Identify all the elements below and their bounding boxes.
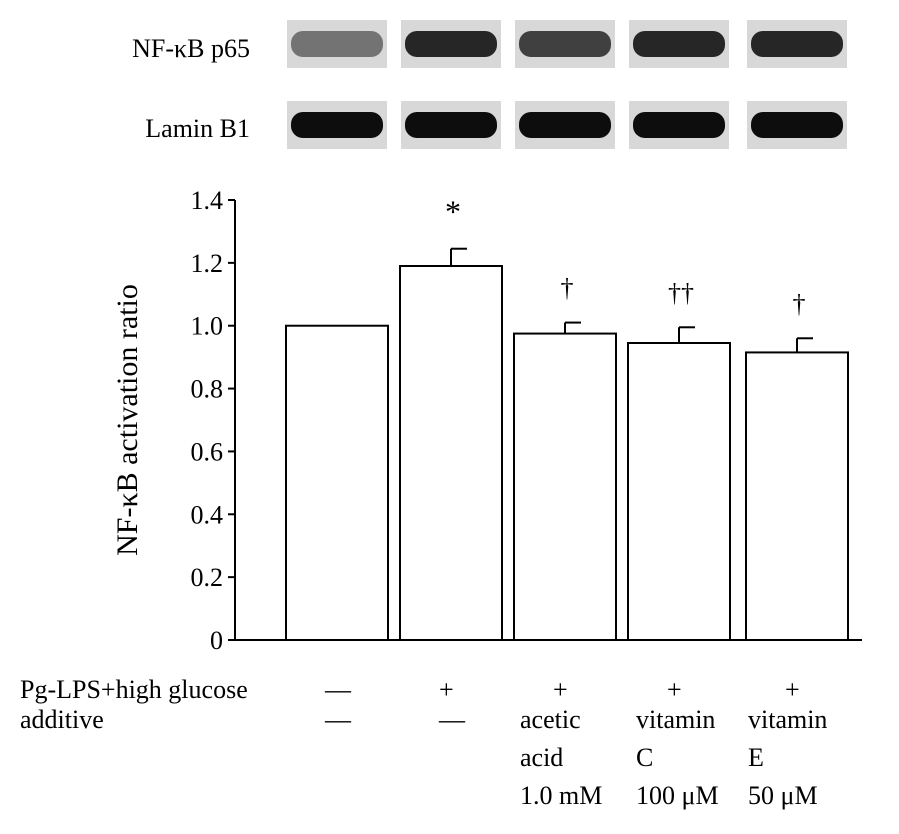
y-tick-label: 1.0: [191, 312, 224, 341]
significance-mark: ††: [668, 278, 694, 307]
bar: [745, 351, 849, 641]
condition-pg-lps: —: [325, 675, 351, 704]
condition-additive: 1.0 mM: [520, 781, 603, 810]
significance-mark: †: [793, 289, 806, 318]
condition-additive: C: [636, 743, 654, 772]
condition-pg-lps: +: [439, 675, 454, 704]
western-blot-panel: NF-κB p65 Lamin B1: [132, 20, 847, 149]
bar: [627, 342, 731, 641]
condition-additive: 50 μM: [748, 781, 818, 810]
row-label-additive: additive: [20, 705, 104, 734]
blot-band: [515, 101, 615, 149]
condition-additive: —: [439, 705, 465, 734]
y-ticks: 0 0.2 0.4 0.6 0.8 1.0 1.2 1.4: [191, 186, 235, 655]
bar: [285, 324, 389, 641]
y-tick-label: 0.4: [191, 500, 224, 529]
significance-mark: †: [561, 274, 574, 303]
condition-additive: 100 μM: [636, 781, 719, 810]
bar: [399, 265, 503, 641]
bar: [513, 332, 617, 641]
condition-additive: E: [748, 743, 764, 772]
row-label-pg-lps-high-glucose: Pg-LPS+high glucose: [20, 675, 248, 704]
blot-lanes: [287, 20, 847, 149]
bar-chart: NF-κB activation ratio 0 0.2 0.4 0.6 0.8 1.0 1…: [111, 186, 862, 655]
blot-band: [629, 101, 729, 149]
blot-band: [747, 101, 847, 149]
significance-marks: *† †† †: [445, 194, 806, 319]
bars: [285, 265, 849, 641]
y-tick-label: 0: [210, 626, 223, 655]
condition-additive: vitamin: [748, 705, 828, 734]
blot-band: [515, 20, 615, 68]
blot-band: [401, 101, 501, 149]
condition-pg-lps: +: [553, 675, 568, 704]
blot-band: [747, 20, 847, 68]
y-axis-label: NF-κB activation ratio: [111, 284, 144, 556]
condition-pg-lps: +: [785, 675, 800, 704]
y-tick-label: 0.2: [191, 563, 224, 592]
y-tick-label: 1.2: [191, 249, 224, 278]
condition-additive: —: [325, 705, 351, 734]
condition-additive: acetic: [520, 705, 581, 734]
condition-pg-lps: +: [667, 675, 682, 704]
y-tick-label: 1.4: [191, 186, 224, 215]
blot-band: [629, 20, 729, 68]
y-tick-label: 0.8: [191, 375, 224, 404]
blot-band: [287, 20, 387, 68]
condition-additive: acid: [520, 743, 564, 772]
condition-additive: vitamin: [636, 705, 716, 734]
y-tick-label: 0.6: [191, 437, 224, 466]
blot-band: [287, 101, 387, 149]
error-bars: [450, 247, 813, 353]
blot-band: [401, 20, 501, 68]
significance-mark: *: [445, 194, 461, 230]
blot-label-nfkb-p65: NF-κB p65: [132, 34, 250, 63]
blot-label-lamin-b1: Lamin B1: [145, 114, 250, 143]
